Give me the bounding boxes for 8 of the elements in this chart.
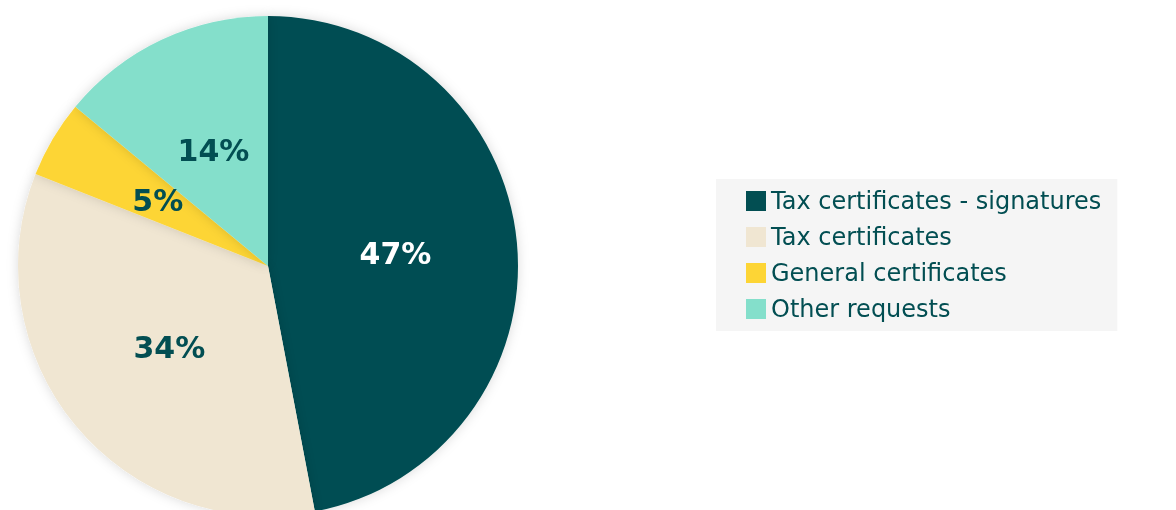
legend-label: Tax certificates xyxy=(770,223,952,251)
data-label: 47% xyxy=(359,236,432,272)
data-label: 14% xyxy=(177,132,250,168)
data-label: 5% xyxy=(132,183,184,219)
legend-label: General certificates xyxy=(771,259,1007,287)
legend-label: Other requests xyxy=(771,295,951,323)
data-label: 34% xyxy=(133,330,206,366)
legend-label: Tax certificates - signatures xyxy=(770,187,1102,215)
